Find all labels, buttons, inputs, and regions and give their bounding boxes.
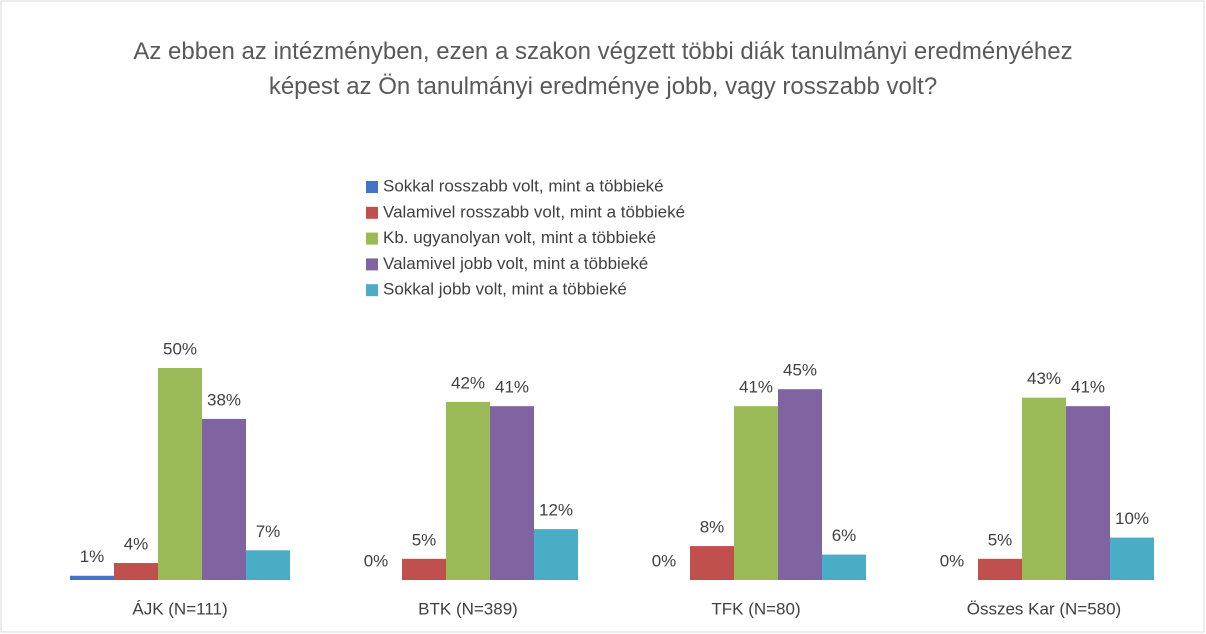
bar <box>490 406 534 580</box>
legend-swatch <box>366 258 378 271</box>
data-label: 10% <box>1115 509 1149 528</box>
data-label: 41% <box>739 378 773 397</box>
bar <box>446 401 490 580</box>
data-label: 7% <box>256 522 281 541</box>
data-label: 0% <box>940 551 965 570</box>
x-tick-label: Összes Kar (N=580) <box>967 599 1121 618</box>
bar <box>978 558 1022 580</box>
x-tick-label: ÁJK (N=111) <box>132 599 227 618</box>
chart-title: Az ebben az intézményben, ezen a szakon … <box>133 38 1073 100</box>
legend-label: Kb. ugyanolyan volt, mint a többieké <box>383 228 656 247</box>
legend-label: Sokkal jobb volt, mint a többieké <box>383 280 627 299</box>
data-label: 45% <box>783 361 817 380</box>
bar <box>202 418 246 580</box>
bar <box>822 554 866 580</box>
data-label: 8% <box>700 518 725 537</box>
data-label: 41% <box>1071 378 1105 397</box>
bar <box>114 563 158 580</box>
bar <box>734 406 778 580</box>
bar <box>778 389 822 580</box>
data-label: 4% <box>124 535 149 554</box>
bar <box>158 368 202 580</box>
data-label: 42% <box>451 373 485 392</box>
bar <box>402 558 446 580</box>
data-label: 0% <box>652 551 677 570</box>
data-label: 6% <box>832 526 857 545</box>
legend-label: Valamivel jobb volt, mint a többieké <box>383 254 648 273</box>
data-label: 12% <box>539 501 573 520</box>
bar <box>1066 406 1110 580</box>
bar <box>690 546 734 580</box>
legend-swatch <box>366 206 378 219</box>
legend-label: Sokkal rosszabb volt, mint a többieké <box>383 176 664 195</box>
legend-label: Valamivel rosszabb volt, mint a többieké <box>383 202 685 221</box>
data-label: 41% <box>495 378 529 397</box>
bar <box>70 575 114 580</box>
data-label: 43% <box>1027 369 1061 388</box>
data-label: 50% <box>163 339 197 358</box>
bar <box>1022 397 1066 580</box>
data-label: 5% <box>412 530 437 549</box>
legend-swatch <box>366 284 378 297</box>
legend-swatch <box>366 232 378 245</box>
data-label: 0% <box>364 551 389 570</box>
legend-swatch <box>366 181 378 193</box>
data-label: 38% <box>207 390 241 409</box>
x-tick-label: TFK (N=80) <box>711 599 800 618</box>
bar <box>1110 537 1154 580</box>
data-label: 5% <box>988 530 1013 549</box>
bar <box>246 550 290 580</box>
x-tick-label: BTK (N=389) <box>418 599 518 618</box>
bar <box>534 529 578 580</box>
data-label: 1% <box>80 547 105 566</box>
